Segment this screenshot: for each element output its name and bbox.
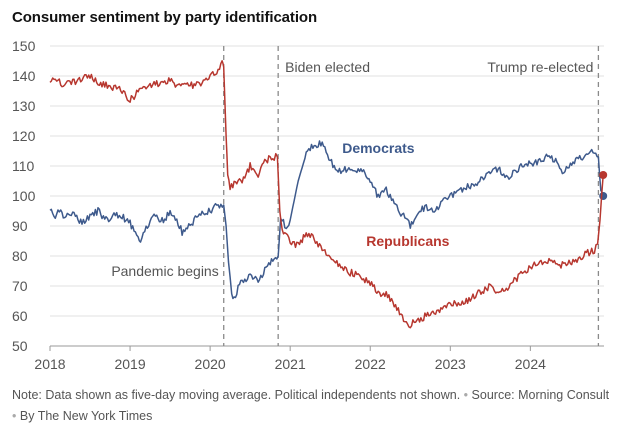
footer-source: Source: Morning Consult (471, 388, 610, 402)
y-tick-label: 120 (12, 128, 36, 144)
y-tick-label: 80 (12, 248, 28, 264)
y-tick-label: 90 (12, 218, 28, 234)
y-tick-label: 60 (12, 308, 28, 324)
series-line-democrats (49, 140, 604, 300)
footer-separator: • (463, 388, 469, 402)
y-tick-label: 110 (12, 158, 35, 174)
x-tick-label: 2024 (515, 356, 546, 372)
end-point-republicans (599, 171, 608, 179)
series-label-republicans: Republicans (366, 233, 449, 249)
series-label-democrats: Democrats (342, 140, 415, 156)
x-tick-label: 2020 (195, 356, 226, 372)
footer-note: Note: Data shown as five-day moving aver… (12, 388, 461, 402)
event-label: Biden elected (285, 59, 370, 75)
x-tick-label: 2019 (114, 356, 145, 372)
x-axis-ticks: 2018 2019 2020 2021 2022 2023 2024 (34, 346, 546, 372)
series-labels: Democrats Republicans (342, 140, 449, 249)
footer-byline: By The New York Times (19, 409, 153, 423)
event-label: Trump re-elected (487, 59, 593, 75)
y-tick-label: 70 (12, 278, 28, 294)
y-tick-label: 140 (12, 68, 36, 84)
event-label: Pandemic begins (111, 263, 218, 279)
y-tick-label: 130 (12, 98, 36, 114)
y-axis-ticks: 50 60 70 80 90 100 110 120 130 140 150 (12, 38, 36, 354)
event-annotations: Pandemic begins Biden elected Trump re-ele… (111, 46, 600, 346)
x-tick-label: 2021 (275, 356, 306, 372)
y-tick-label: 50 (12, 338, 28, 354)
footer-separator: • (12, 409, 17, 423)
series-line-republicans (49, 60, 604, 329)
gridlines (50, 45, 604, 347)
x-tick-label: 2022 (355, 356, 386, 372)
chart-footer: Note: Data shown as five-day moving aver… (12, 385, 612, 427)
y-tick-label: 100 (12, 188, 36, 204)
x-tick-label: 2018 (34, 356, 65, 372)
series-lines (49, 60, 608, 329)
chart-title: Consumer sentiment by party identificati… (12, 9, 318, 26)
x-tick-label: 2023 (435, 356, 466, 372)
y-tick-label: 150 (12, 38, 36, 54)
end-point-democrats (599, 192, 608, 200)
